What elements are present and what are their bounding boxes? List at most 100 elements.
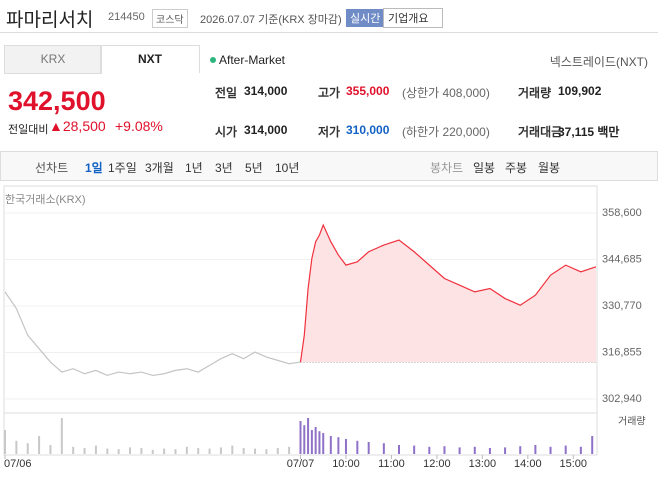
period-button[interactable]: 1일 <box>85 161 103 175</box>
volume-bar <box>83 448 86 454</box>
volume-bar <box>413 445 416 454</box>
realtime-button[interactable]: 실시간 <box>346 9 385 27</box>
tab[interactable]: NXT <box>100 45 200 73</box>
volume-bar <box>314 427 317 454</box>
market-badge: 코스닥 <box>152 9 188 28</box>
period-button[interactable]: 1년 <box>185 161 203 175</box>
volume-bar <box>564 445 567 454</box>
volume-bar <box>591 436 594 454</box>
volume-bar <box>151 449 154 454</box>
separator <box>0 32 658 33</box>
volume-bar <box>163 448 166 454</box>
toolbar <box>0 151 658 181</box>
period-button[interactable]: 5년 <box>245 161 263 175</box>
y-tick-label: 344,685 <box>602 253 642 265</box>
toolbar-label: 봉차트 <box>430 161 464 175</box>
volume-bar <box>26 443 29 454</box>
volume-bar <box>318 431 321 454</box>
period-button[interactable]: 3개월 <box>145 161 174 175</box>
volume-bar <box>488 448 491 454</box>
volume-bar <box>443 446 446 454</box>
volume-bar <box>337 437 340 454</box>
period-button[interactable]: 10년 <box>275 161 300 175</box>
volume-bar <box>106 448 109 454</box>
stat-label: 거래대금 <box>518 125 563 139</box>
period-button[interactable]: 3년 <box>215 161 233 175</box>
volume-bar <box>15 440 18 454</box>
volume-bar <box>254 448 257 454</box>
volume-bar <box>231 445 234 454</box>
stat-label: 거래량 <box>518 86 552 100</box>
stat-label: 저가 <box>318 125 341 139</box>
after-market: After-Market <box>219 53 286 67</box>
volume-bar <box>458 447 461 454</box>
volume-bar <box>129 447 132 454</box>
y-tick-label: 316,855 <box>602 346 642 358</box>
change: ▲28,500 <box>49 118 106 134</box>
volume-bar <box>288 446 291 454</box>
x-tick-label: 14:00 <box>514 458 542 470</box>
change-label: 전일대비 <box>8 124 49 136</box>
tab[interactable]: KRX <box>4 45 102 74</box>
y-tick-label: 302,940 <box>602 393 642 405</box>
company-button[interactable]: 기업개요 <box>383 8 444 28</box>
volume-bar <box>299 421 302 454</box>
stat-label: 시가 <box>215 125 238 139</box>
current-price: 342,500 <box>8 86 106 116</box>
volume-bar <box>534 445 537 454</box>
volume-bar <box>185 446 188 454</box>
volume-bar <box>49 445 52 454</box>
change-rate: +9.08% <box>115 118 163 134</box>
source: 한국거래소(KRX) <box>5 194 86 206</box>
period-button[interactable]: 1주일 <box>108 161 137 175</box>
volume-bar <box>219 447 222 454</box>
stat-value: 37,115 백만 <box>558 125 620 139</box>
volume-bar <box>4 430 6 454</box>
volume-bar <box>367 442 370 454</box>
stat-note: (상한가 408,000) <box>402 86 490 100</box>
volume-bar <box>208 448 211 454</box>
candle-button[interactable]: 일봉 <box>473 161 496 175</box>
price-line <box>4 291 301 377</box>
volume-bar <box>276 448 279 454</box>
x-tick-label: 10:00 <box>332 458 360 470</box>
status-dot <box>210 57 216 63</box>
volume-bar <box>140 448 143 454</box>
x-tick-label: 12:00 <box>423 458 451 470</box>
y-tick-label: 330,770 <box>602 300 642 312</box>
volume-bar <box>94 445 97 454</box>
toolbar-label: 선차트 <box>35 161 69 175</box>
x-tick-label: 13:00 <box>469 458 497 470</box>
area <box>300 225 596 363</box>
stat-label: 전일 <box>215 86 238 100</box>
volume-bar <box>519 446 522 454</box>
volume-bar <box>428 446 431 454</box>
x-tick-label: 07/07 <box>287 458 315 470</box>
volume-bar <box>473 446 476 454</box>
volume-bar <box>72 446 75 454</box>
volume-bar <box>117 449 120 454</box>
volume-bar <box>60 418 63 454</box>
stock-code: 214450 <box>108 11 145 23</box>
company-label: 기업개요 <box>388 13 429 25</box>
volume-bar <box>265 449 268 454</box>
volume-bar <box>197 448 200 454</box>
stock-title: 파마리서치 <box>6 10 94 31</box>
stat-note: (하한가 220,000) <box>402 125 490 139</box>
volume-bar <box>307 418 310 454</box>
stat-value: 310,000 <box>346 123 390 137</box>
candle-button[interactable]: 월봉 <box>538 161 561 175</box>
volume-bar <box>38 436 41 454</box>
y-tick-label: 358,600 <box>602 207 642 219</box>
candle-button[interactable]: 주봉 <box>505 161 528 175</box>
stat-value: 314,000 <box>244 84 288 98</box>
volume-bar <box>382 443 385 454</box>
volume-bar <box>549 446 552 454</box>
stat-value: 314,000 <box>244 123 288 137</box>
date: 2026.07.07 기준(KRX 장마감) <box>200 14 342 26</box>
volume-bar <box>242 448 245 454</box>
volume-bar <box>310 430 313 454</box>
nxt-link[interactable]: 넥스트레이드(NXT) <box>549 55 648 69</box>
